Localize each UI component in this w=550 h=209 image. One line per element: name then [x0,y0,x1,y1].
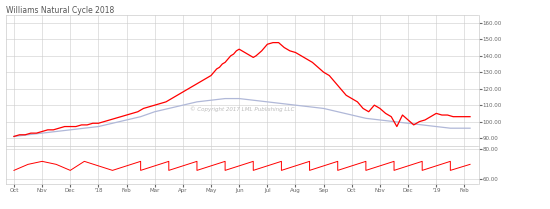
Text: Williams Natural Cycle 2018: Williams Natural Cycle 2018 [6,6,114,15]
Text: © Copyright 2017 LML Publishing LLC: © Copyright 2017 LML Publishing LLC [190,107,294,112]
